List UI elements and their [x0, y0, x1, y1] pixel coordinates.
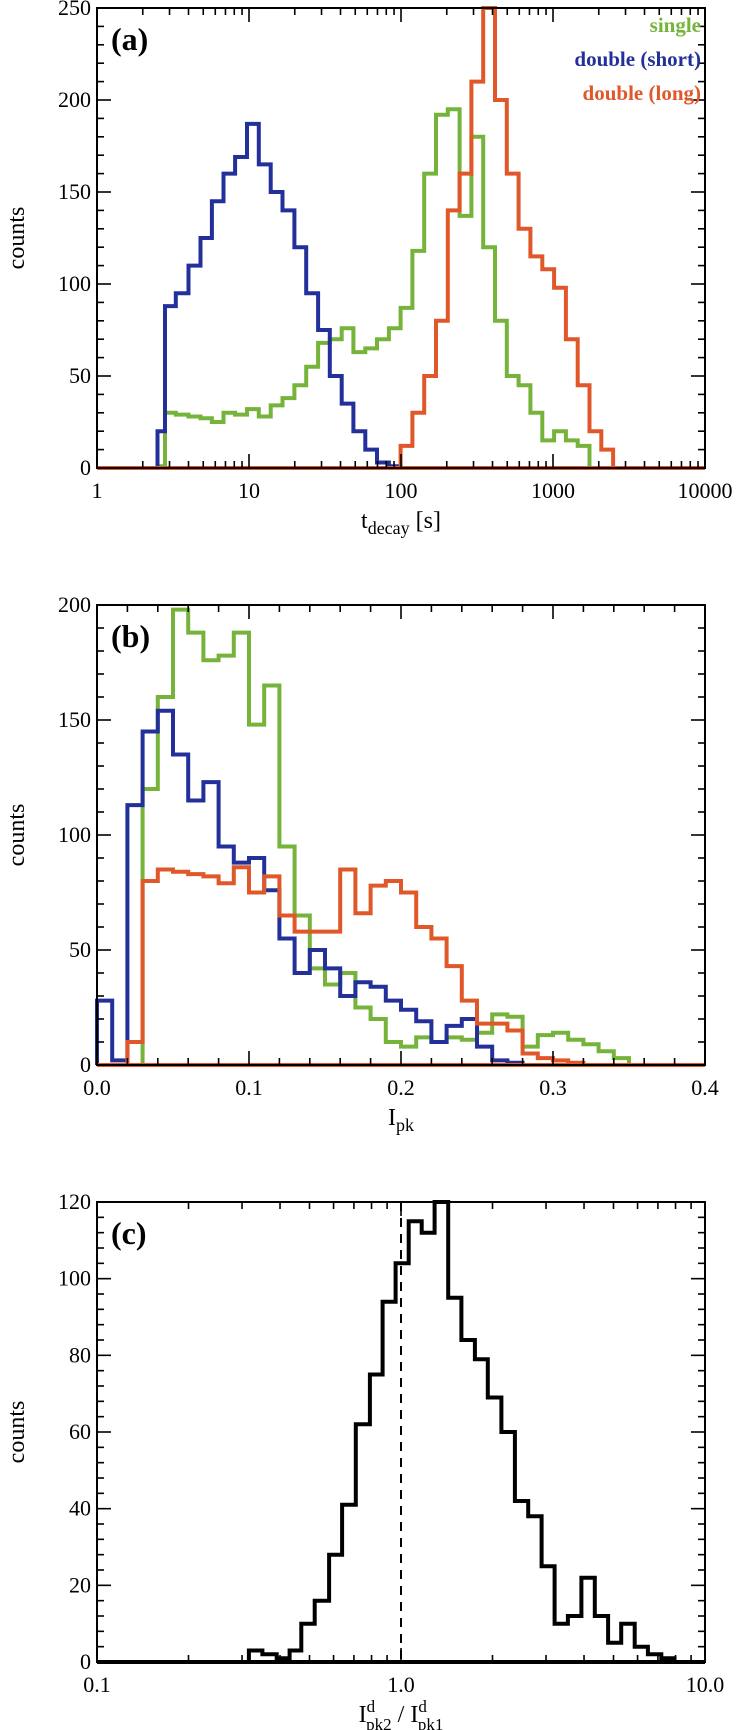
series-a-double-short: [142, 121, 621, 470]
plot-frame-a: [96, 7, 706, 469]
x-axis-title: Ipk: [388, 1105, 414, 1135]
y-tick-label: 250: [58, 0, 91, 20]
legend-double-short: double (short): [574, 47, 701, 71]
y-axis-title: counts: [4, 1401, 30, 1464]
panel-b: 0 50 100 150 200 0.0 0.1 0.2 0.3 0.4 counts Ipk (b): [4, 592, 719, 1135]
y-tick-label: 200: [58, 87, 91, 112]
y-tick-label: 100: [58, 271, 91, 296]
panel-label-b: (b): [111, 618, 150, 654]
plot-frame-b: [96, 604, 706, 1066]
y-tick-label: 120: [58, 1189, 91, 1214]
y-tick-label: 0: [80, 1052, 91, 1077]
x-axis-title: tdecay [s]: [361, 508, 441, 538]
x-tick-label: 10000: [678, 478, 733, 503]
y-tick-label: 50: [69, 363, 91, 388]
y-tick-label: 200: [58, 592, 91, 617]
y-tick-label: 50: [69, 937, 91, 962]
series-b-double-long: [97, 865, 705, 1067]
x-tick-label: 0.1: [235, 1075, 263, 1100]
y-tick-label: 100: [58, 1266, 91, 1291]
panel-c: 0 20 40 60 80 100 120 0.1 1.0 10.0 counts Id pk2 / I…: [4, 1189, 724, 1730]
y-tick-label: 0: [80, 455, 91, 480]
legend-double-long: double (long): [583, 81, 701, 105]
x-axis-title: Id pk2 / Id pk1: [359, 1697, 444, 1730]
x-tick-label: 1000: [531, 478, 575, 503]
x-tick-label: 0.3: [539, 1075, 567, 1100]
y-tick-label: 60: [69, 1419, 91, 1444]
series-a-double-long: [142, 6, 621, 470]
x-tick-label: 10: [238, 478, 260, 503]
y-axis-title: counts: [4, 207, 30, 270]
y-tick-label: 100: [58, 822, 91, 847]
x-tick-label: 0.4: [691, 1075, 719, 1100]
y-tick-label: 80: [69, 1342, 91, 1367]
series-b-single: [97, 607, 705, 1067]
y-tick-label: 0: [80, 1649, 91, 1674]
y-tick-label: 20: [69, 1572, 91, 1597]
x-tick-label: 0.1: [83, 1672, 111, 1697]
x-tick-label: 0.2: [387, 1075, 415, 1100]
x-tick-label: 1: [92, 478, 103, 503]
series-c-ratio: [97, 1200, 688, 1664]
panel-label-a: (a): [111, 21, 148, 57]
x-tick-label: 10.0: [686, 1672, 725, 1697]
legend-single: single: [650, 13, 701, 37]
y-axis-title: counts: [4, 804, 30, 867]
panel-a: 0 50 100 150 200 250 1 10 100 1000 10000 counts tdec…: [4, 0, 733, 538]
panel-label-c: (c): [111, 1215, 147, 1251]
x-tick-label: 1.0: [387, 1672, 415, 1697]
y-tick-label: 150: [58, 179, 91, 204]
y-tick-label: 40: [69, 1496, 91, 1521]
x-tick-label: 100: [385, 478, 418, 503]
series-a-single: [142, 107, 621, 470]
y-tick-label: 150: [58, 707, 91, 732]
x-tick-label: 0.0: [83, 1075, 111, 1100]
